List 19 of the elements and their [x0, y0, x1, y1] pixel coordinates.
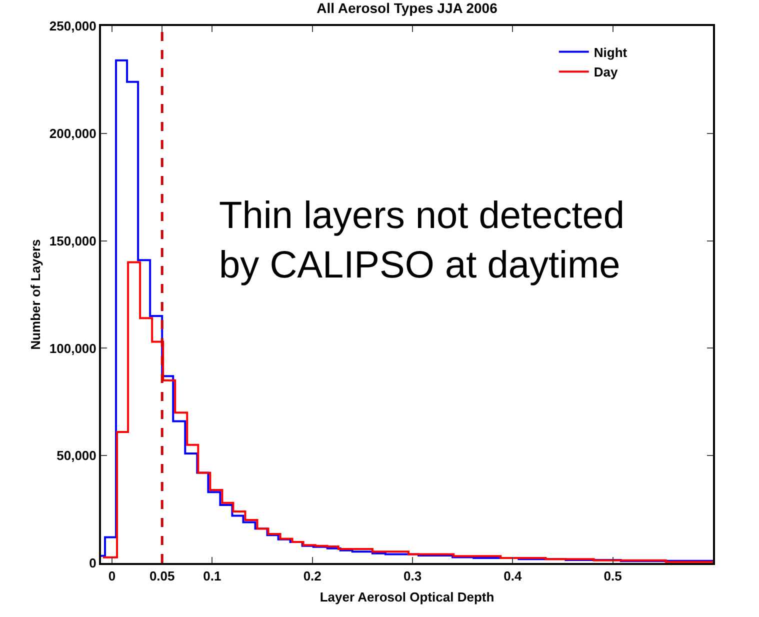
chart-title: All Aerosol Types JJA 2006 [316, 0, 498, 16]
x-tick-label: 0.1 [203, 568, 222, 584]
x-tick-label: 0.2 [303, 568, 322, 584]
y-tick-label: 100,000 [49, 340, 96, 356]
x-axis-title: Layer Aerosol Optical Depth [320, 590, 494, 605]
x-tick-label: 0 [108, 568, 116, 584]
y-tick-label: 150,000 [49, 233, 96, 248]
y-tick-label: 200,000 [49, 126, 96, 141]
y-axis-title: Number of Layers [28, 239, 43, 350]
y-tick-label: 0 [89, 556, 96, 571]
y-tick-label: 50,000 [56, 448, 96, 464]
annotation: Thin layers not detected by CALIPSO at daytime [219, 195, 625, 286]
x-tick-label: 0.5 [604, 568, 622, 584]
y-tick-label: 250,000 [49, 18, 96, 34]
legend-label: Day [594, 64, 618, 80]
x-tick-label: 0.4 [504, 568, 522, 584]
legend-label: Night [594, 44, 628, 60]
x-tick-label: 0.3 [403, 568, 422, 584]
x-tick-label: 0.05 [149, 568, 175, 584]
